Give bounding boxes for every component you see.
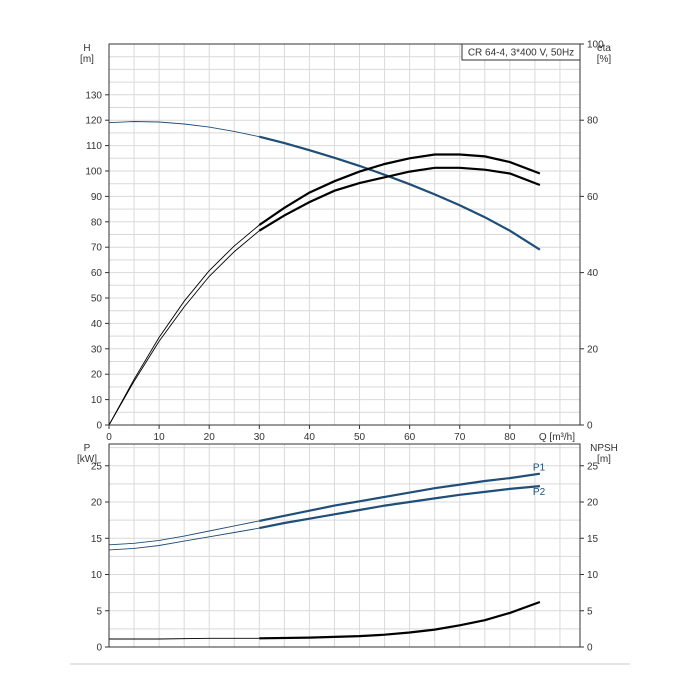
- bottom-y2-axis-title: [m]: [597, 454, 611, 465]
- bottom-y-axis-title: [kW]: [77, 454, 97, 465]
- p1-curve-thick: [259, 472, 541, 522]
- top-y-axis-title: H: [83, 43, 90, 54]
- top-x-tick-label: 0: [106, 432, 112, 443]
- curve-thin: [108, 121, 260, 138]
- top-y2-axis-title: eta: [597, 43, 611, 54]
- top-x-tick-label: 80: [504, 432, 516, 443]
- bottom-frame: [108, 443, 581, 648]
- bottom-y2-axis-title: NPSH: [590, 443, 618, 454]
- top-x-axis-title: Q [m³/h]: [539, 432, 575, 443]
- top-x-tick-label: 60: [404, 432, 416, 443]
- bottom-y2-tick-label: 20: [587, 498, 599, 509]
- bottom-y-axis-title: P: [84, 443, 91, 454]
- top-x-tick-label: 20: [204, 432, 216, 443]
- plot-frames: [105, 43, 584, 648]
- top-x-tick-label: 40: [304, 432, 316, 443]
- curve-thin: [108, 230, 260, 426]
- top-y2-tick-label: 60: [587, 192, 599, 203]
- bottom-y2-tick-label: 10: [587, 570, 599, 581]
- bottom-y2-tick-label: 15: [587, 534, 599, 545]
- top-y-tick-label: 110: [86, 141, 102, 152]
- top-y-tick-label: 100: [85, 167, 102, 178]
- top-x-tick-label: 70: [454, 432, 466, 443]
- grid-lines: [108, 44, 580, 647]
- top-y-tick-label: 120: [85, 116, 102, 127]
- bottom-y-tick-label: 20: [91, 498, 103, 509]
- bottom-y2-tick-label: 25: [587, 461, 599, 472]
- series-label-p1: P1: [533, 463, 546, 474]
- chart-title: CR 64-4, 3*400 V, 50Hz: [468, 48, 574, 59]
- curve-thin: [108, 224, 260, 426]
- top-y-tick-label: 30: [91, 344, 103, 355]
- curve-thick: [259, 135, 541, 251]
- top-y2-tick-label: 20: [587, 344, 599, 355]
- labels: 0102030405060708090100110120130020406080…: [77, 40, 618, 654]
- top-y-tick-label: 80: [91, 217, 103, 228]
- p2-curve-thin: [108, 527, 260, 551]
- top-y2-tick-label: 100: [587, 40, 604, 51]
- bottom-y-tick-label: 0: [96, 643, 102, 654]
- top-y-tick-label: 70: [91, 243, 103, 254]
- curve-thick: [258, 166, 541, 232]
- top-y-axis-title: [m]: [80, 54, 94, 65]
- curve-thick: [259, 600, 541, 640]
- bottom-y2-tick-label: 5: [587, 606, 593, 617]
- bottom-y-tick-label: 15: [91, 534, 103, 545]
- top-y2-tick-label: 40: [587, 268, 599, 279]
- series-label-p2: P2: [533, 487, 546, 498]
- curves: [108, 121, 541, 640]
- p1-curve-thin: [108, 520, 260, 546]
- chart-title-box: [461, 43, 581, 61]
- top-y-tick-label: 10: [91, 395, 103, 406]
- top-y2-axis-title: [%]: [597, 54, 612, 65]
- top-y-tick-label: 60: [91, 268, 103, 279]
- top-x-tick-label: 10: [154, 432, 166, 443]
- top-frame: [108, 43, 581, 426]
- bottom-y2-tick-label: 0: [587, 643, 593, 654]
- top-y-tick-label: 130: [85, 90, 102, 101]
- top-y-tick-label: 20: [91, 370, 103, 381]
- top-x-tick-label: 50: [354, 432, 366, 443]
- top-y-tick-label: 50: [91, 294, 103, 305]
- p2-curve-thick: [259, 485, 541, 530]
- bottom-y-tick-label: 25: [91, 461, 103, 472]
- curve-thick: [258, 153, 541, 226]
- bottom-y-tick-label: 5: [96, 606, 102, 617]
- top-y2-tick-label: 80: [587, 116, 599, 127]
- top-y-tick-label: 90: [91, 192, 103, 203]
- bottom-y-tick-label: 10: [91, 570, 103, 581]
- top-y-tick-label: 0: [96, 421, 102, 432]
- top-y-tick-label: 40: [91, 319, 103, 330]
- top-y2-tick-label: 0: [587, 421, 593, 432]
- top-x-tick-label: 30: [254, 432, 266, 443]
- curve-thin: [109, 637, 260, 640]
